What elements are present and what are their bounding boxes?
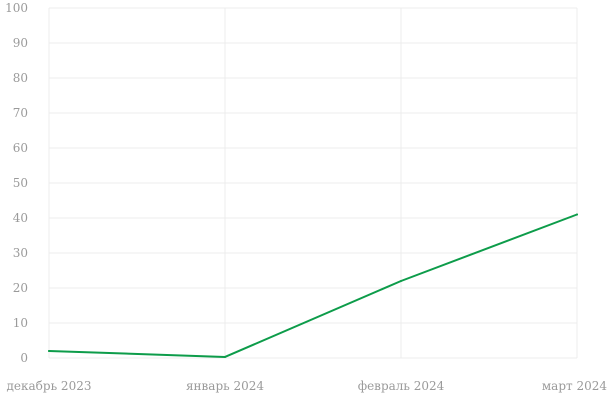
y-tick-label: 50: [13, 176, 28, 190]
y-tick-label: 0: [20, 351, 28, 365]
y-tick-label: 70: [13, 106, 28, 120]
data-point: [224, 355, 226, 358]
series-group: [48, 213, 578, 358]
x-axis-ticks: декабрь 2023 январь 2024 февраль 2024 март …: [7, 379, 608, 393]
x-tick-label: декабрь 2023: [7, 379, 92, 393]
x-tick-label: март 2024: [542, 379, 608, 393]
y-tick-label: 20: [13, 281, 28, 295]
y-tick-label: 80: [13, 71, 28, 85]
y-tick-label: 40: [13, 211, 28, 225]
x-tick-label: январь 2024: [186, 379, 264, 393]
y-tick-label: 60: [13, 141, 28, 155]
y-tick-label: 90: [13, 36, 28, 50]
x-tick-label: февраль 2024: [358, 379, 445, 393]
y-axis-ticks: 0 10 20 30 40 50 60 70 80 90 100: [5, 1, 28, 365]
data-point: [48, 350, 50, 352]
grid: [48, 7, 578, 359]
series-line: [48, 213, 578, 358]
data-point: [400, 280, 402, 282]
y-tick-label: 10: [13, 316, 28, 330]
data-point: [576, 213, 578, 216]
y-tick-label: 100: [5, 1, 28, 15]
y-tick-label: 30: [13, 246, 28, 260]
